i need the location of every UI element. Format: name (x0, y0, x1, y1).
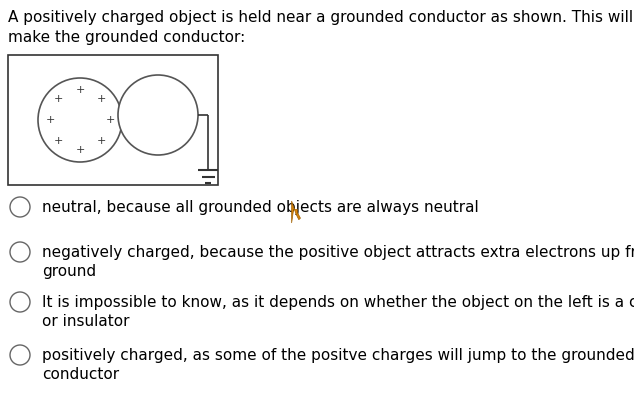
Text: +: + (96, 136, 106, 146)
Text: +: + (96, 94, 106, 104)
Circle shape (118, 75, 198, 155)
Text: make the grounded conductor:: make the grounded conductor: (8, 30, 245, 45)
Text: negatively charged, because the positive object attracts extra electrons up from: negatively charged, because the positive… (42, 245, 634, 260)
Text: positively charged, as some of the positve charges will jump to the grounded: positively charged, as some of the posit… (42, 348, 634, 363)
Polygon shape (292, 201, 301, 223)
Text: neutral, because all grounded objects are always neutral: neutral, because all grounded objects ar… (42, 200, 479, 215)
Circle shape (10, 197, 30, 217)
Circle shape (38, 78, 122, 162)
Text: A positively charged object is held near a grounded conductor as shown. This wil: A positively charged object is held near… (8, 10, 633, 25)
Text: +: + (75, 85, 85, 95)
Text: +: + (54, 94, 63, 104)
Bar (8, 55, 218, 185)
Text: +: + (45, 115, 55, 125)
Text: +: + (75, 145, 85, 155)
Text: ground: ground (42, 264, 96, 279)
Text: or insulator: or insulator (42, 314, 129, 329)
Circle shape (10, 345, 30, 365)
Text: +: + (105, 115, 115, 125)
Text: conductor: conductor (42, 367, 119, 382)
Text: +: + (54, 136, 63, 146)
Circle shape (10, 242, 30, 262)
Text: It is impossible to know, as it depends on whether the object on the left is a c: It is impossible to know, as it depends … (42, 295, 634, 310)
Circle shape (10, 292, 30, 312)
